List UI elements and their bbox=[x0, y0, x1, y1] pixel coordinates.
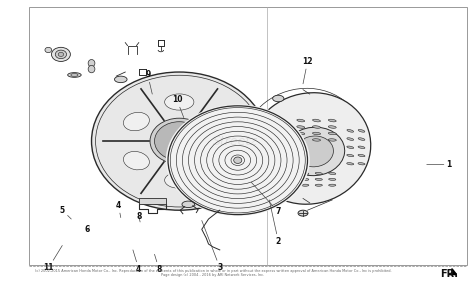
Ellipse shape bbox=[288, 178, 295, 181]
Bar bbox=[139, 198, 166, 204]
Ellipse shape bbox=[288, 184, 295, 186]
Text: 3: 3 bbox=[202, 220, 222, 272]
Ellipse shape bbox=[155, 122, 204, 161]
Ellipse shape bbox=[55, 50, 66, 59]
Ellipse shape bbox=[209, 112, 235, 131]
Ellipse shape bbox=[315, 172, 322, 175]
Ellipse shape bbox=[88, 66, 95, 73]
Text: 11: 11 bbox=[44, 245, 62, 272]
Ellipse shape bbox=[297, 126, 305, 128]
Text: (c) 2002-2015 American Honda Motor Co., Inc. Reproduction of the contents of thi: (c) 2002-2015 American Honda Motor Co., … bbox=[35, 269, 392, 273]
Ellipse shape bbox=[297, 139, 305, 141]
Text: 7: 7 bbox=[251, 182, 281, 216]
Ellipse shape bbox=[328, 119, 336, 122]
Ellipse shape bbox=[88, 60, 95, 67]
Text: Streetz: Streetz bbox=[213, 135, 258, 148]
Ellipse shape bbox=[173, 137, 185, 146]
Text: 2: 2 bbox=[269, 200, 281, 245]
Ellipse shape bbox=[52, 47, 70, 61]
Text: 6: 6 bbox=[84, 225, 90, 234]
Ellipse shape bbox=[347, 138, 354, 140]
Ellipse shape bbox=[315, 184, 322, 186]
Ellipse shape bbox=[301, 178, 309, 181]
Text: 12: 12 bbox=[302, 57, 313, 84]
Ellipse shape bbox=[328, 126, 336, 128]
Ellipse shape bbox=[347, 129, 354, 132]
Ellipse shape bbox=[164, 172, 194, 188]
Text: FR.: FR. bbox=[440, 269, 458, 279]
Text: 8: 8 bbox=[155, 254, 162, 273]
Ellipse shape bbox=[68, 73, 81, 77]
Ellipse shape bbox=[123, 151, 149, 170]
Text: 4: 4 bbox=[133, 250, 141, 273]
Ellipse shape bbox=[312, 119, 320, 122]
Ellipse shape bbox=[298, 210, 308, 216]
Ellipse shape bbox=[347, 146, 354, 148]
Ellipse shape bbox=[358, 163, 365, 165]
Ellipse shape bbox=[358, 146, 365, 148]
Ellipse shape bbox=[358, 154, 365, 157]
Ellipse shape bbox=[91, 72, 267, 210]
Ellipse shape bbox=[347, 163, 354, 165]
Text: 4: 4 bbox=[116, 201, 121, 218]
Ellipse shape bbox=[328, 139, 336, 141]
Ellipse shape bbox=[328, 172, 336, 175]
Ellipse shape bbox=[58, 52, 64, 56]
Ellipse shape bbox=[328, 132, 336, 135]
Text: Page design (c) 2004 - 2016 by ARI Network Services, Inc.: Page design (c) 2004 - 2016 by ARI Netwo… bbox=[161, 273, 264, 278]
Ellipse shape bbox=[358, 129, 365, 132]
Ellipse shape bbox=[301, 184, 309, 186]
Ellipse shape bbox=[166, 104, 310, 216]
Ellipse shape bbox=[302, 172, 309, 175]
Ellipse shape bbox=[71, 74, 78, 76]
Ellipse shape bbox=[328, 178, 336, 181]
Ellipse shape bbox=[312, 132, 320, 135]
Ellipse shape bbox=[295, 136, 333, 167]
Ellipse shape bbox=[347, 154, 354, 157]
Ellipse shape bbox=[328, 184, 336, 186]
Ellipse shape bbox=[234, 157, 242, 163]
Ellipse shape bbox=[297, 132, 305, 135]
Ellipse shape bbox=[273, 95, 284, 102]
Ellipse shape bbox=[358, 138, 365, 140]
Text: 1: 1 bbox=[427, 160, 452, 169]
Ellipse shape bbox=[249, 93, 371, 204]
Ellipse shape bbox=[312, 126, 320, 128]
Ellipse shape bbox=[114, 76, 127, 83]
Ellipse shape bbox=[297, 119, 305, 122]
Ellipse shape bbox=[312, 139, 320, 141]
Ellipse shape bbox=[288, 172, 295, 175]
Text: 5: 5 bbox=[60, 206, 71, 219]
Ellipse shape bbox=[123, 112, 149, 131]
Text: 8: 8 bbox=[136, 212, 141, 222]
Ellipse shape bbox=[209, 151, 235, 170]
Ellipse shape bbox=[315, 178, 322, 181]
Ellipse shape bbox=[284, 127, 345, 176]
Ellipse shape bbox=[164, 94, 194, 110]
Ellipse shape bbox=[150, 118, 209, 164]
Text: 9: 9 bbox=[145, 71, 152, 94]
Ellipse shape bbox=[45, 47, 52, 53]
Text: 10: 10 bbox=[172, 96, 184, 118]
Bar bbox=[28, 7, 467, 265]
Ellipse shape bbox=[182, 201, 194, 208]
